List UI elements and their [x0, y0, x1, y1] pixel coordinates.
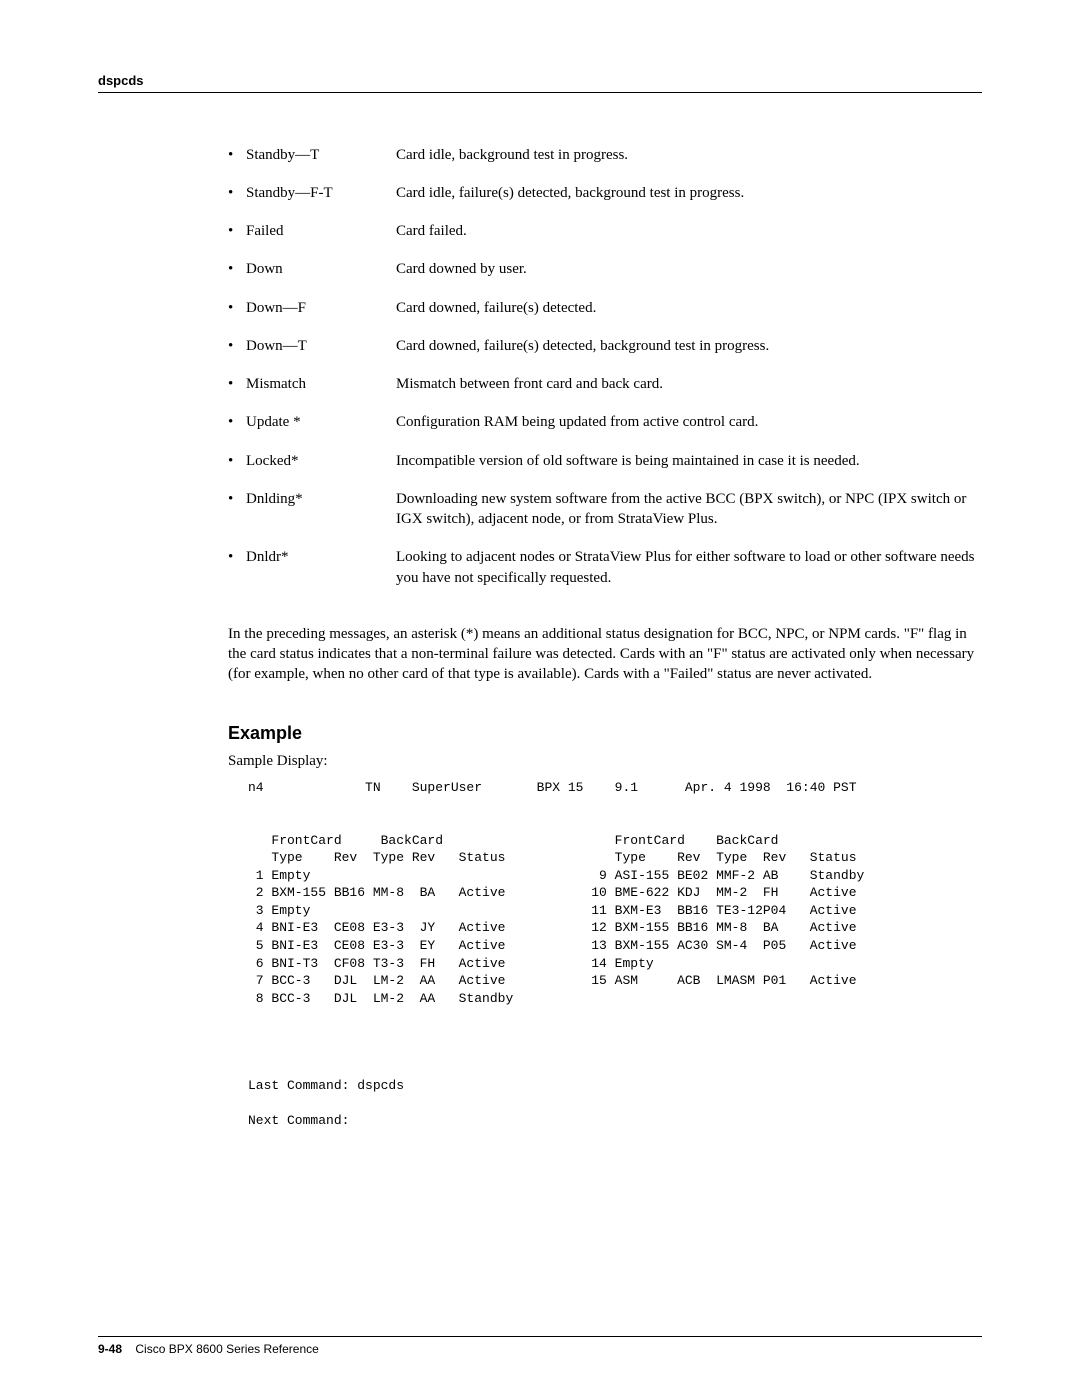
bullet-icon: •	[228, 183, 246, 203]
page-number: 9-48	[98, 1342, 122, 1356]
book-title: Cisco BPX 8600 Series Reference	[135, 1342, 318, 1356]
status-term: Locked*	[246, 451, 396, 471]
status-term: Failed	[246, 221, 396, 241]
header-command-name: dspcds	[98, 72, 144, 90]
status-item: • Mismatch Mismatch between front card a…	[228, 374, 982, 394]
status-desc: Card downed, failure(s) detected, backgr…	[396, 336, 982, 356]
bullet-icon: •	[228, 298, 246, 318]
status-term: Dnldr*	[246, 547, 396, 567]
bullet-icon: •	[228, 259, 246, 279]
status-term: Down—F	[246, 298, 396, 318]
footer-separator	[125, 1342, 132, 1356]
bullet-icon: •	[228, 489, 246, 509]
status-desc: Card idle, failure(s) detected, backgrou…	[396, 183, 982, 203]
status-term: Mismatch	[246, 374, 396, 394]
bullet-icon: •	[228, 221, 246, 241]
status-item: • Down Card downed by user.	[228, 259, 982, 279]
status-item: • Locked* Incompatible version of old so…	[228, 451, 982, 471]
bullet-icon: •	[228, 145, 246, 165]
status-term: Dnlding*	[246, 489, 396, 509]
bullet-icon: •	[228, 451, 246, 471]
status-desc: Card failed.	[396, 221, 982, 241]
status-term: Update *	[246, 412, 396, 432]
bullet-icon: •	[228, 374, 246, 394]
status-item: • Failed Card failed.	[228, 221, 982, 241]
page: dspcds • Standby—T Card idle, background…	[0, 0, 1080, 1397]
page-footer: 9-48 Cisco BPX 8600 Series Reference	[98, 1336, 982, 1357]
page-content: • Standby—T Card idle, background test i…	[228, 145, 982, 1130]
status-term: Down	[246, 259, 396, 279]
sample-display-label: Sample Display:	[228, 751, 982, 771]
status-item: • Dnldr* Looking to adjacent nodes or St…	[228, 547, 982, 588]
explanatory-paragraph: In the preceding messages, an asterisk (…	[228, 624, 982, 685]
status-desc: Configuration RAM being updated from act…	[396, 412, 982, 432]
status-item: • Down—F Card downed, failure(s) detecte…	[228, 298, 982, 318]
status-desc: Downloading new system software from the…	[396, 489, 982, 530]
status-desc: Looking to adjacent nodes or StrataView …	[396, 547, 982, 588]
bullet-icon: •	[228, 547, 246, 567]
status-term: Standby—F-T	[246, 183, 396, 203]
example-heading: Example	[228, 721, 982, 745]
status-item: • Update * Configuration RAM being updat…	[228, 412, 982, 432]
status-term: Down—T	[246, 336, 396, 356]
status-desc: Card downed by user.	[396, 259, 982, 279]
status-desc: Mismatch between front card and back car…	[396, 374, 982, 394]
status-item: • Standby—T Card idle, background test i…	[228, 145, 982, 165]
status-item: • Dnlding* Downloading new system softwa…	[228, 489, 982, 530]
status-desc: Card downed, failure(s) detected.	[396, 298, 982, 318]
status-desc: Card idle, background test in progress.	[396, 145, 982, 165]
status-definition-list: • Standby—T Card idle, background test i…	[228, 145, 982, 588]
bullet-icon: •	[228, 412, 246, 432]
page-header: dspcds	[98, 72, 982, 93]
terminal-output: n4 TN SuperUser BPX 15 9.1 Apr. 4 1998 1…	[248, 779, 982, 1130]
status-item: • Down—T Card downed, failure(s) detecte…	[228, 336, 982, 356]
status-desc: Incompatible version of old software is …	[396, 451, 982, 471]
status-term: Standby—T	[246, 145, 396, 165]
status-item: • Standby—F-T Card idle, failure(s) dete…	[228, 183, 982, 203]
bullet-icon: •	[228, 336, 246, 356]
